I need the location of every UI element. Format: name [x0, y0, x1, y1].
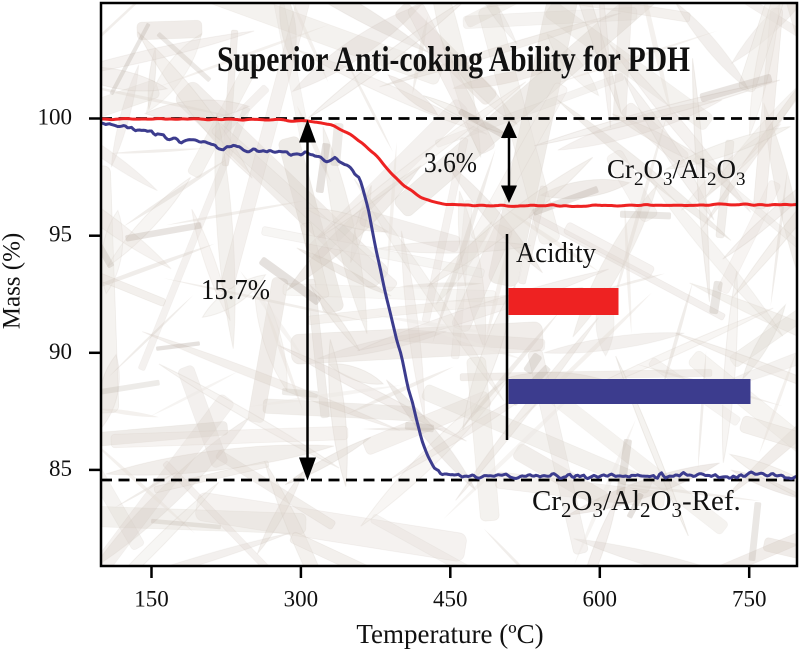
- svg-text:Cr2​O3​/Al2​O3​-Ref.: Cr2​O3​/Al2​O3​-Ref.: [532, 485, 741, 522]
- svg-text:750: 750: [732, 587, 767, 612]
- svg-text:95: 95: [49, 222, 72, 247]
- svg-text:90: 90: [49, 339, 72, 364]
- svg-text:3.6%: 3.6%: [424, 147, 477, 179]
- svg-text:Temperature (ºC): Temperature (ºC): [356, 619, 543, 649]
- svg-text:Acidity: Acidity: [516, 237, 596, 269]
- svg-text:150: 150: [134, 587, 169, 612]
- svg-text:85: 85: [49, 456, 72, 481]
- svg-text:Cr2​O3​/Al2​O3​: Cr2​O3​/Al2​O3​: [607, 154, 746, 190]
- svg-text:15.7%: 15.7%: [201, 274, 270, 306]
- svg-text:450: 450: [433, 587, 468, 612]
- svg-text:Mass (%): Mass (%): [0, 233, 26, 330]
- svg-text:Superior Anti-coking Ability f: Superior Anti-coking Ability for PDH: [217, 39, 690, 79]
- svg-text:300: 300: [284, 587, 319, 612]
- svg-text:600: 600: [583, 587, 618, 612]
- svg-text:100: 100: [38, 105, 73, 130]
